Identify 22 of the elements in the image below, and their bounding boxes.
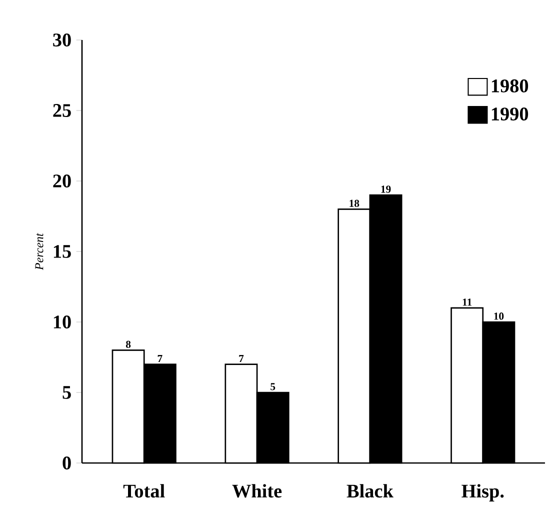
y-axis-title: Percent [35,232,44,270]
data-label: 18 [350,200,360,207]
x-tick-label: Total [123,484,165,498]
data-label: 7 [158,355,162,362]
y-tick-label: 10 [54,316,71,328]
legend-label: 1980 [492,79,528,92]
y-tick-label: 5 [62,386,71,399]
data-label: 10 [494,312,504,320]
y-tick-label: 30 [53,34,71,46]
y-tick-label: 25 [53,104,71,117]
x-tick-label: Hisp. [462,484,504,502]
legend-label: 1990 [492,108,528,120]
data-label: 19 [381,186,391,193]
data-label: 8 [126,340,131,348]
data-label: 5 [270,383,276,390]
data-label: 7 [239,355,244,362]
x-tick-label: Black [346,484,394,498]
data-label: 11 [462,298,472,306]
x-tick-label: White [232,484,282,498]
y-tick-label: 0 [62,456,71,470]
y-tick-label: 20 [53,174,71,188]
y-tick-label: 15 [54,245,71,258]
